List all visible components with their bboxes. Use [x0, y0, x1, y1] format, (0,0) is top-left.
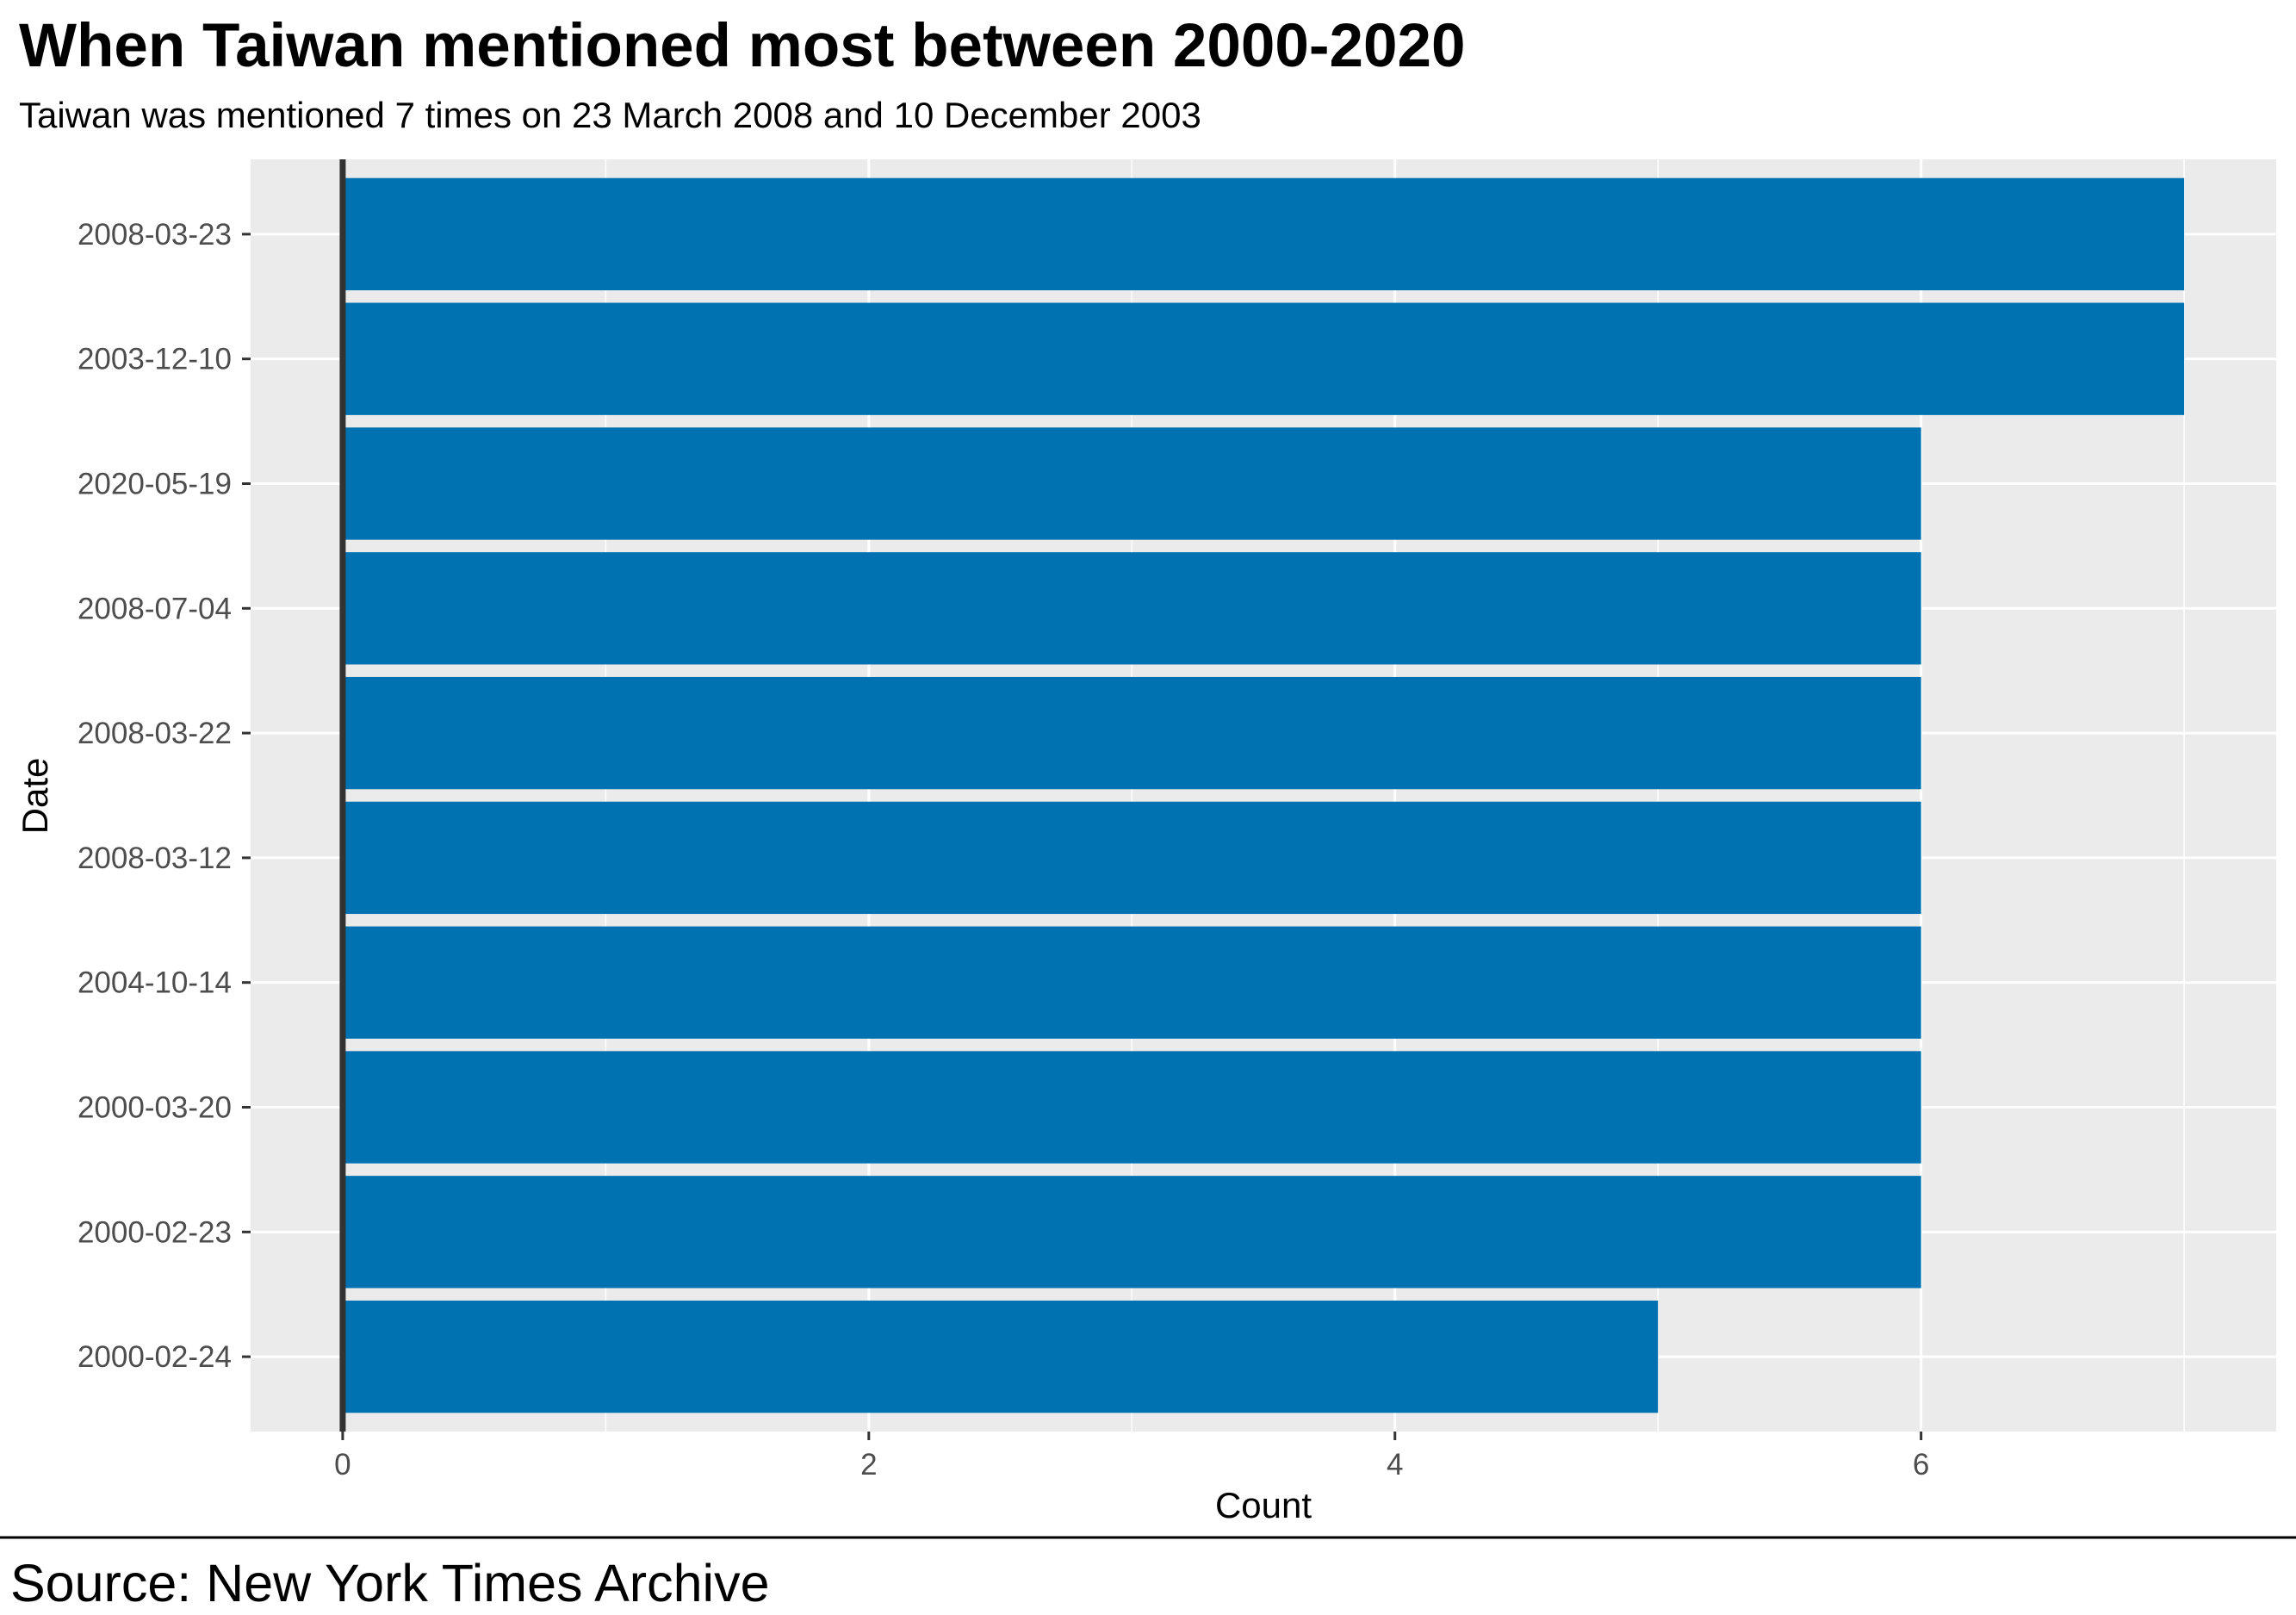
bar-2000-03-20	[342, 1051, 1921, 1164]
x-tick-label: 0	[334, 1448, 351, 1481]
x-tick-label: 4	[1387, 1448, 1403, 1481]
bar-2008-03-22	[342, 676, 1921, 790]
bar-2020-05-19	[342, 427, 1921, 540]
y-axis: 2008-03-23 2003-12-10 2020-05-19 2008-07-04…	[78, 218, 251, 1374]
source-caption: Source: New York Times Archive	[10, 1554, 770, 1612]
bar-2000-02-23	[342, 1176, 1921, 1289]
x-tick-label: 6	[1913, 1448, 1929, 1481]
bar-2003-12-10	[342, 302, 2185, 415]
y-tick-label: 2004-10-14	[78, 966, 232, 1000]
y-tick-label: 2000-03-20	[78, 1091, 232, 1125]
bar-2000-02-24	[342, 1300, 1659, 1413]
x-tick-label: 2	[860, 1448, 877, 1481]
y-tick-label: 2000-02-24	[78, 1340, 232, 1374]
bar-2004-10-14	[342, 926, 1921, 1039]
y-tick-label: 2020-05-19	[78, 467, 232, 500]
bar-2008-03-12	[342, 801, 1921, 915]
bar-2008-07-04	[342, 552, 1921, 665]
bar-2008-03-23	[342, 177, 2185, 291]
y-tick-label: 2008-03-12	[78, 842, 232, 875]
x-axis-title: Count	[1215, 1485, 1312, 1525]
x-axis: 0 2 4 6	[334, 1432, 1929, 1481]
y-tick-label: 2000-02-23	[78, 1215, 232, 1249]
y-axis-title: Date	[15, 758, 55, 835]
y-tick-label: 2008-03-22	[78, 717, 232, 750]
y-tick-label: 2008-03-23	[78, 218, 232, 252]
chart-subtitle: Taiwan was mentioned 7 times on 23 March…	[19, 95, 1201, 135]
chart-title: When Taiwan mentioned most between 2000-…	[19, 12, 1465, 80]
y-tick-label: 2003-12-10	[78, 343, 232, 376]
y-tick-label: 2008-07-04	[78, 592, 232, 625]
bars	[342, 177, 2185, 1413]
